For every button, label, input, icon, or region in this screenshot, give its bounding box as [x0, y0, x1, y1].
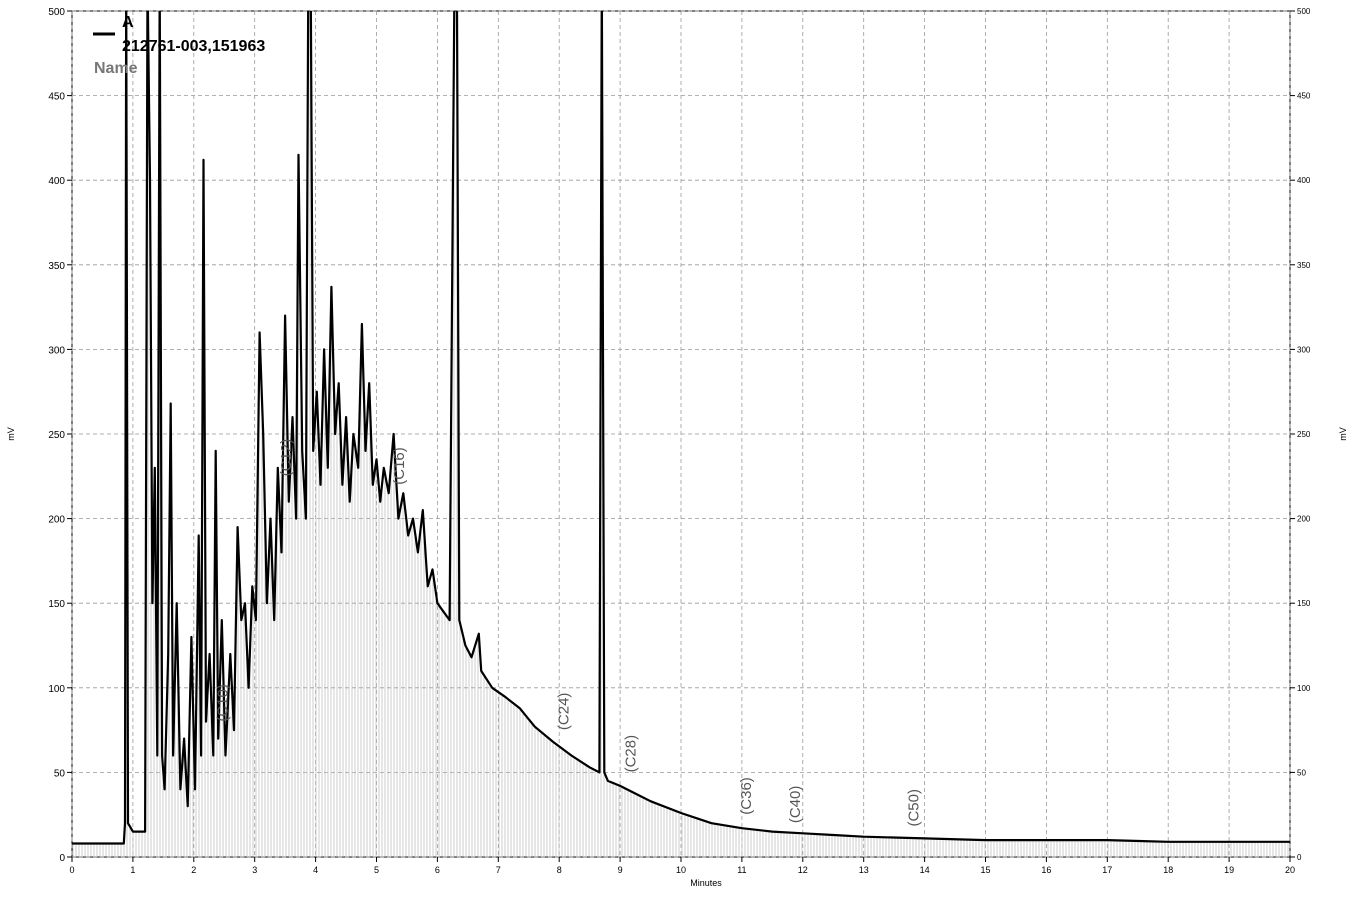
y-tick-label: 400	[48, 176, 65, 187]
area-hatch	[72, 11, 1290, 857]
y-tick-label: 150	[48, 599, 65, 610]
y2-tick-label: 400	[1297, 176, 1311, 185]
x-tick-label: 11	[737, 865, 746, 875]
x-tick-label: 4	[313, 865, 318, 875]
x-tick-label: 17	[1102, 865, 1112, 875]
x-tick-label: 7	[496, 865, 501, 875]
y2-axis-label: mV	[1338, 427, 1348, 441]
y2-tick-label: 350	[1297, 261, 1311, 270]
x-tick-label: 16	[1041, 865, 1051, 875]
x-tick-label: 12	[798, 865, 808, 875]
legend-text: Name	[94, 60, 138, 77]
peak-annotation: (C10)	[214, 684, 231, 722]
y2-tick-label: 150	[1297, 599, 1311, 608]
peak-annotation: (C50)	[906, 789, 923, 827]
y2-tick-label: 250	[1297, 430, 1311, 439]
x-tick-label: 18	[1163, 865, 1173, 875]
peak-annotation: (C24)	[555, 693, 572, 731]
y2-tick-label: 50	[1297, 768, 1306, 777]
x-tick-label: 14	[920, 865, 930, 875]
y-tick-label: 250	[48, 430, 65, 441]
y-tick-label: 50	[54, 768, 66, 779]
legend-text: 212761-003,151963	[122, 38, 265, 55]
y-tick-label: 450	[48, 92, 65, 103]
y-axis-label: mV	[6, 427, 16, 441]
x-tick-label: 8	[557, 865, 562, 875]
y-tick-label: 500	[48, 7, 65, 18]
y-tick-label: 200	[48, 515, 65, 526]
y-tick-label: 350	[48, 261, 65, 272]
legend: A 212761-003,151963 Name	[93, 14, 265, 77]
y2-tick-label: 0	[1297, 853, 1302, 862]
y2-tick-label: 500	[1297, 7, 1311, 16]
x-tick-label: 15	[980, 865, 990, 875]
x-tick-label: 19	[1224, 865, 1234, 875]
x-axis-label: Minutes	[690, 878, 722, 888]
peak-annotation: (C12)	[278, 439, 295, 477]
legend-label: A	[122, 14, 134, 31]
y2-tick-label: 450	[1297, 92, 1311, 101]
trace-line	[72, 11, 1290, 845]
peak-annotation: (C28)	[622, 735, 639, 773]
y-tick-label: 0	[59, 853, 65, 864]
y2-tick-label: 300	[1297, 345, 1311, 354]
x-tick-label: 10	[676, 865, 686, 875]
y2-tick-label: 200	[1297, 515, 1311, 524]
x-tick-label: 20	[1285, 865, 1295, 875]
x-tick-label: 13	[859, 865, 869, 875]
peak-annotation: (C16)	[391, 447, 408, 485]
x-tick-label: 9	[618, 865, 623, 875]
x-tick-label: 5	[374, 865, 379, 875]
y-tick-label: 300	[48, 345, 65, 356]
x-tick-label: 2	[191, 865, 196, 875]
y-tick-label: 100	[48, 684, 65, 695]
x-tick-label: 6	[435, 865, 440, 875]
peak-annotation: (C40)	[787, 786, 804, 824]
x-tick-label: 3	[252, 865, 257, 875]
y2-tick-label: 100	[1297, 684, 1311, 693]
x-tick-label: 0	[69, 865, 74, 875]
peak-annotation: (C36)	[738, 777, 755, 815]
x-tick-label: 1	[130, 865, 135, 875]
